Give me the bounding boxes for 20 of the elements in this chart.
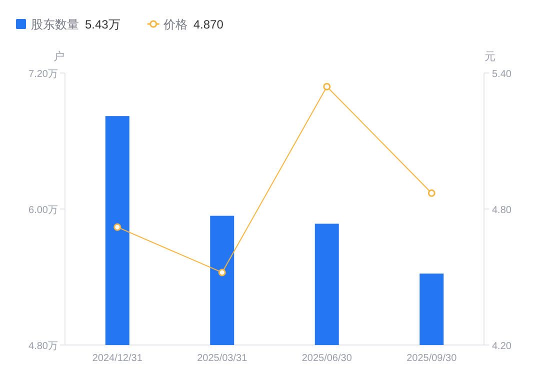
y-axis-title: 户 [54, 50, 64, 63]
y-tick-label: 4.80万 [28, 341, 58, 352]
point [114, 223, 122, 231]
y2-tick-label: 4.20 [492, 341, 512, 352]
text: 4.870 [193, 18, 224, 32]
legend-label: 股东数量 [31, 18, 79, 32]
point [323, 82, 331, 90]
text: 5.43万 [85, 18, 120, 32]
point [428, 189, 436, 197]
y2-tick-label: 4.80 [492, 205, 512, 216]
x-tick-label: 2025/06/30 [302, 353, 352, 364]
x-tick-label: 2024/12/31 [92, 353, 143, 364]
x-tick-label: 2025/09/30 [406, 353, 458, 364]
y-tick-label: 6.00万 [28, 205, 58, 216]
y2-tick-label: 5.40 [492, 69, 512, 80]
legend-label: 价格 [162, 18, 188, 32]
point [218, 268, 226, 276]
y2-axis-title: 元 [484, 51, 496, 63]
y-tick-label: 7.20万 [28, 69, 58, 80]
x-tick-label: 2025/03/31 [197, 353, 248, 364]
